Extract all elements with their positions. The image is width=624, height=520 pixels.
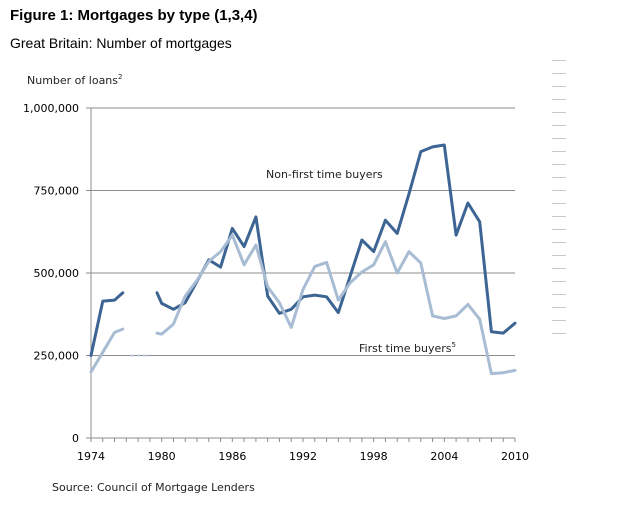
side-rule	[552, 99, 566, 100]
x-tick-label: 1998	[360, 450, 388, 463]
y-axis-label: Number of loans2	[27, 73, 122, 87]
side-rule	[552, 73, 566, 74]
side-rule	[552, 151, 566, 152]
side-rule	[552, 177, 566, 178]
side-rule	[552, 203, 566, 204]
side-rule-decoration	[552, 60, 570, 510]
side-rule	[552, 86, 566, 87]
y-tick-label: 500,000	[34, 267, 80, 280]
grid-lines	[91, 107, 515, 356]
y-tick-label: 250,000	[34, 350, 80, 363]
x-tick-label: 1992	[289, 450, 317, 463]
source-note: Source: Council of Mortgage Lenders	[52, 481, 255, 494]
x-tick-label: 1974	[77, 450, 105, 463]
axes	[86, 107, 516, 442]
side-rule	[552, 307, 566, 308]
side-rule	[552, 138, 566, 139]
x-tick-label: 2004	[430, 450, 458, 463]
side-rule	[552, 125, 566, 126]
x-tick-label: 1986	[218, 450, 246, 463]
series-lines	[89, 143, 517, 376]
side-rule	[552, 255, 566, 256]
chart-labels: 0 250,000 500,000 750,000 1,000,000 1974 1980 1…	[23, 73, 529, 494]
side-rule	[552, 164, 566, 165]
side-rule	[552, 268, 566, 269]
side-rule	[552, 190, 566, 191]
figure-subtitle: Great Britain: Number of mortgages	[10, 35, 232, 51]
y-tick-label: 1,000,000	[23, 102, 79, 115]
side-rule	[552, 242, 566, 243]
series-line	[89, 291, 125, 357]
side-rule	[552, 229, 566, 230]
series-label-non-first-time: Non-first time buyers	[266, 168, 383, 181]
side-rule	[552, 60, 566, 61]
side-rule	[552, 320, 566, 321]
x-tick-label: 2010	[501, 450, 529, 463]
side-rule	[552, 294, 566, 295]
figure-title: Figure 1: Mortgages by type (1,3,4)	[10, 7, 258, 24]
y-tick-label: 0	[72, 432, 79, 445]
side-rule	[552, 216, 566, 217]
series-line	[155, 233, 517, 376]
series-line	[89, 327, 125, 374]
x-tick-label: 1980	[148, 450, 176, 463]
y-tick-label: 750,000	[34, 185, 80, 198]
side-rule	[552, 112, 566, 113]
side-rule	[552, 281, 566, 282]
series-label-first-time: First time buyers5	[359, 341, 456, 355]
side-rule	[552, 333, 566, 334]
